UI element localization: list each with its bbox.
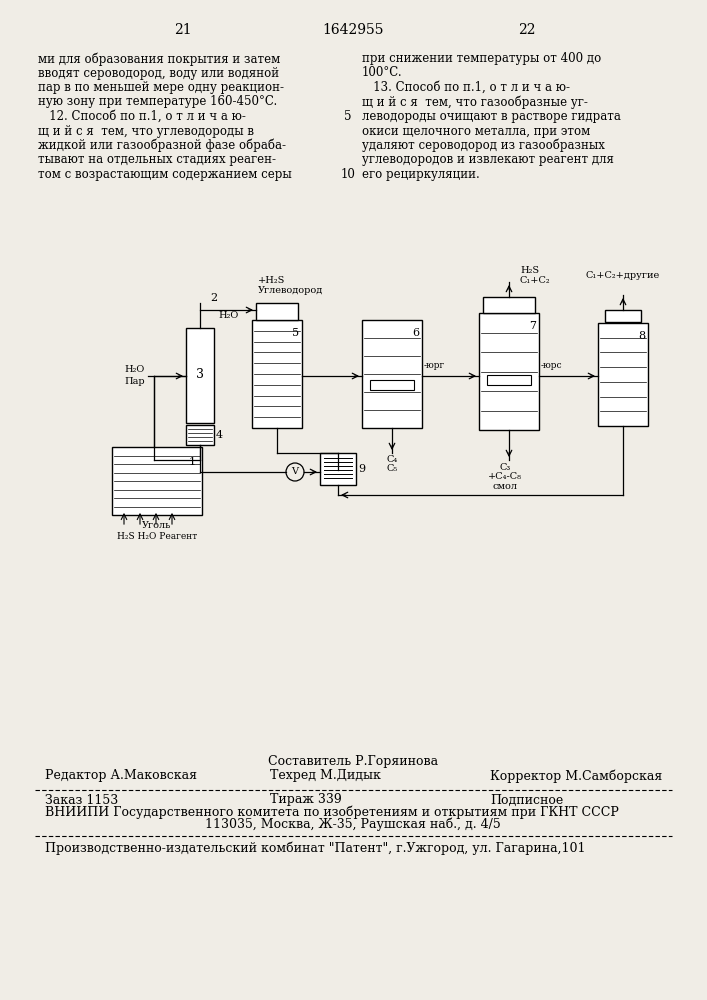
Text: Тираж 339: Тираж 339 bbox=[270, 794, 341, 806]
Text: его рециркуляции.: его рециркуляции. bbox=[362, 168, 480, 181]
Text: окиси щелочного металла, при этом: окиси щелочного металла, при этом bbox=[362, 124, 590, 137]
Text: вводят сероводород, воду или водяной: вводят сероводород, воду или водяной bbox=[38, 66, 279, 80]
Text: H₂S: H₂S bbox=[520, 266, 539, 275]
Text: 22: 22 bbox=[518, 23, 536, 37]
Text: 100°C.: 100°C. bbox=[362, 66, 402, 80]
Text: ВНИИПИ Государственного комитета по изобретениям и открытиям при ГКНТ СССР: ВНИИПИ Государственного комитета по изоб… bbox=[45, 805, 619, 819]
Text: V: V bbox=[291, 468, 298, 477]
Bar bbox=[487, 375, 531, 385]
Text: щ и й с я  тем, что газообразные уг-: щ и й с я тем, что газообразные уг- bbox=[362, 96, 588, 109]
Text: 12. Способ по п.1, о т л и ч а ю-: 12. Способ по п.1, о т л и ч а ю- bbox=[38, 110, 246, 123]
Text: H₂S H₂O Реагент: H₂S H₂O Реагент bbox=[117, 532, 197, 541]
Text: Корректор М.Самборская: Корректор М.Самборская bbox=[490, 769, 662, 783]
Text: H₂O: H₂O bbox=[124, 365, 145, 374]
Text: Подписное: Подписное bbox=[490, 794, 563, 806]
Text: 5: 5 bbox=[344, 110, 352, 123]
Text: Заказ 1153: Заказ 1153 bbox=[45, 794, 118, 806]
Text: Производственно-издательский комбинат "Патент", г.Ужгород, ул. Гагарина,101: Производственно-издательский комбинат "П… bbox=[45, 841, 585, 855]
Text: 2: 2 bbox=[211, 293, 218, 303]
Text: C₁+C₂+другие: C₁+C₂+другие bbox=[585, 271, 659, 280]
Text: 5: 5 bbox=[292, 328, 299, 338]
Text: пар в по меньшей мере одну реакцион-: пар в по меньшей мере одну реакцион- bbox=[38, 81, 284, 94]
Text: 6: 6 bbox=[412, 328, 419, 338]
Bar bbox=[479, 313, 539, 430]
Text: Пар: Пар bbox=[124, 376, 145, 385]
Text: C₄: C₄ bbox=[386, 455, 397, 464]
Text: леводороды очищают в растворе гидрата: леводороды очищают в растворе гидрата bbox=[362, 110, 621, 123]
Text: щ и й с я  тем, что углеводороды в: щ и й с я тем, что углеводороды в bbox=[38, 124, 254, 137]
Text: углеводородов и извлекают реагент для: углеводородов и извлекают реагент для bbox=[362, 153, 614, 166]
Text: 3: 3 bbox=[196, 368, 204, 381]
Text: 8: 8 bbox=[638, 331, 645, 341]
Text: Уголь: Уголь bbox=[142, 521, 172, 530]
Text: 4: 4 bbox=[216, 430, 223, 440]
Text: Редактор А.Маковская: Редактор А.Маковская bbox=[45, 770, 197, 782]
Text: C₃: C₃ bbox=[499, 463, 510, 472]
Text: 10: 10 bbox=[341, 168, 356, 181]
Bar bbox=[186, 425, 214, 445]
Text: C₅: C₅ bbox=[386, 464, 397, 473]
Bar bbox=[483, 297, 535, 313]
Text: -юрг: -юрг bbox=[424, 361, 445, 370]
Bar bbox=[256, 303, 298, 320]
Text: том с возрастающим содержанием серы: том с возрастающим содержанием серы bbox=[38, 168, 292, 181]
Bar bbox=[112, 447, 202, 515]
Bar bbox=[370, 380, 414, 390]
Text: тывают на отдельных стадиях реаген-: тывают на отдельных стадиях реаген- bbox=[38, 153, 276, 166]
Text: удаляют сероводород из газообразных: удаляют сероводород из газообразных bbox=[362, 139, 605, 152]
Text: ную зону при температуре 160-450°C.: ную зону при температуре 160-450°C. bbox=[38, 96, 277, 108]
Text: 21: 21 bbox=[174, 23, 192, 37]
Text: 9: 9 bbox=[358, 464, 365, 474]
Text: Углеводород: Углеводород bbox=[258, 286, 323, 295]
Text: смол: смол bbox=[493, 482, 518, 491]
Text: +C₄-C₈: +C₄-C₈ bbox=[488, 472, 522, 481]
Bar bbox=[186, 328, 214, 423]
Text: 1642955: 1642955 bbox=[322, 23, 384, 37]
Bar bbox=[605, 310, 641, 322]
Text: при снижении температуры от 400 до: при снижении температуры от 400 до bbox=[362, 52, 601, 65]
Text: 1: 1 bbox=[189, 457, 196, 467]
Text: ми для образования покрытия и затем: ми для образования покрытия и затем bbox=[38, 52, 280, 66]
Text: +H₂S: +H₂S bbox=[258, 276, 286, 285]
Bar bbox=[362, 320, 422, 428]
Text: H₂O: H₂O bbox=[218, 310, 238, 320]
Text: 7: 7 bbox=[529, 321, 536, 331]
Text: Составитель Р.Горяинова: Составитель Р.Горяинова bbox=[268, 756, 438, 768]
Text: Техред М.Дидык: Техред М.Дидык bbox=[270, 770, 381, 782]
Text: жидкой или газообразной фазе обраба-: жидкой или газообразной фазе обраба- bbox=[38, 139, 286, 152]
Text: 13. Способ по п.1, о т л и ч а ю-: 13. Способ по п.1, о т л и ч а ю- bbox=[362, 81, 570, 94]
Bar bbox=[320, 453, 356, 485]
Bar bbox=[252, 320, 302, 428]
Text: -юрс: -юрс bbox=[541, 361, 563, 370]
Bar bbox=[598, 323, 648, 426]
Text: 113035, Москва, Ж-35, Раушская наб., д. 4/5: 113035, Москва, Ж-35, Раушская наб., д. … bbox=[205, 817, 501, 831]
Text: C₁+C₂: C₁+C₂ bbox=[520, 276, 551, 285]
